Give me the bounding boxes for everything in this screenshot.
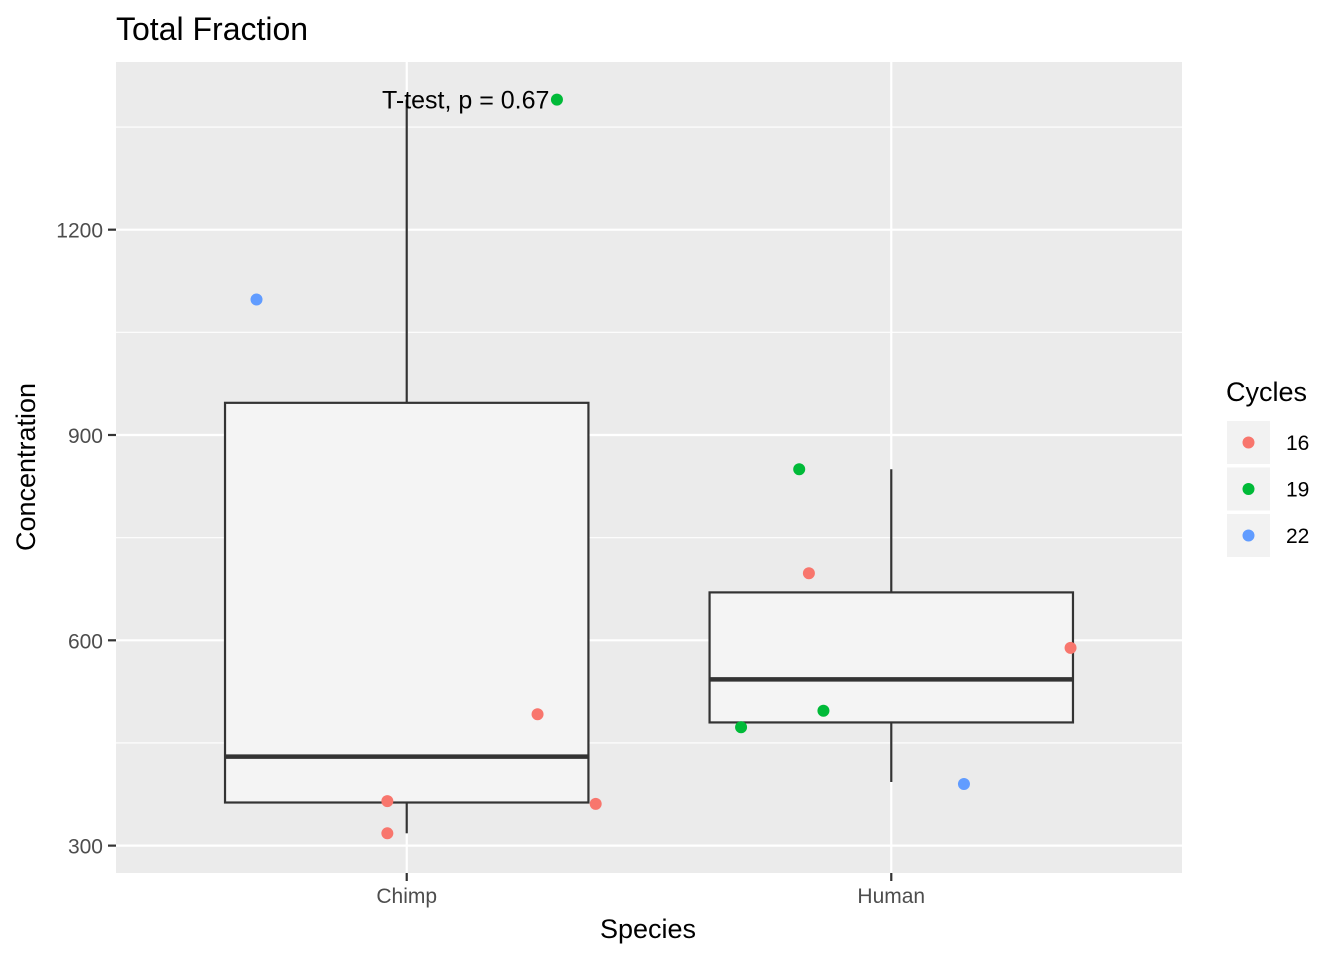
y-tick-label: 900 [68,425,103,448]
x-axis: Chimp Human [376,873,925,908]
box-human [708,469,1075,782]
boxes [223,99,1075,834]
legend-label: 19 [1286,479,1309,502]
iqr-box [708,591,1075,724]
point-human-cycles-19 [817,704,830,717]
legend-entry-22: 22 [1227,514,1309,557]
x-axis-title: Species [600,914,696,944]
legend-label: 16 [1286,432,1309,455]
point-human-cycles-19 [735,721,748,734]
point-chimp-cycles-16 [531,708,544,721]
legend-entry-19: 19 [1227,467,1309,511]
legend-entry-16: 16 [1227,421,1309,464]
legend-label: 22 [1286,525,1309,548]
t-test-annotation: T-test, p = 0.67 [382,87,549,115]
legend: Cycles 16 19 22 [1226,377,1309,557]
annotation-layer: T-test, p = 0.67 [382,87,549,115]
y-tick-label: 1200 [56,220,103,243]
x-tick-label: Chimp [376,885,437,908]
point-human-cycles-16 [802,567,815,580]
point-chimp-cycles-16 [381,827,394,840]
legend-swatch [1242,529,1255,542]
x-tick-label: Human [857,885,925,908]
legend-title: Cycles [1226,377,1307,407]
point-chimp-cycles-22 [250,293,263,306]
point-chimp-cycles-16 [589,797,602,810]
y-tick-label: 300 [68,836,103,859]
point-human-cycles-19 [793,463,806,476]
legend-swatch [1242,483,1255,495]
legend-swatch [1242,436,1255,449]
point-chimp-cycles-16 [381,795,394,808]
data-points [250,93,1077,840]
chart-title: Total Fraction [116,11,308,47]
iqr-box [223,401,590,804]
y-axis-title: Concentration [11,383,41,551]
y-tick-label: 600 [68,630,103,653]
box-chimp [223,99,590,834]
point-human-cycles-22 [957,778,970,791]
y-axis: 300 600 900 1200 [56,220,116,859]
point-chimp-cycles-19 [550,93,563,106]
point-human-cycles-16 [1064,641,1077,654]
